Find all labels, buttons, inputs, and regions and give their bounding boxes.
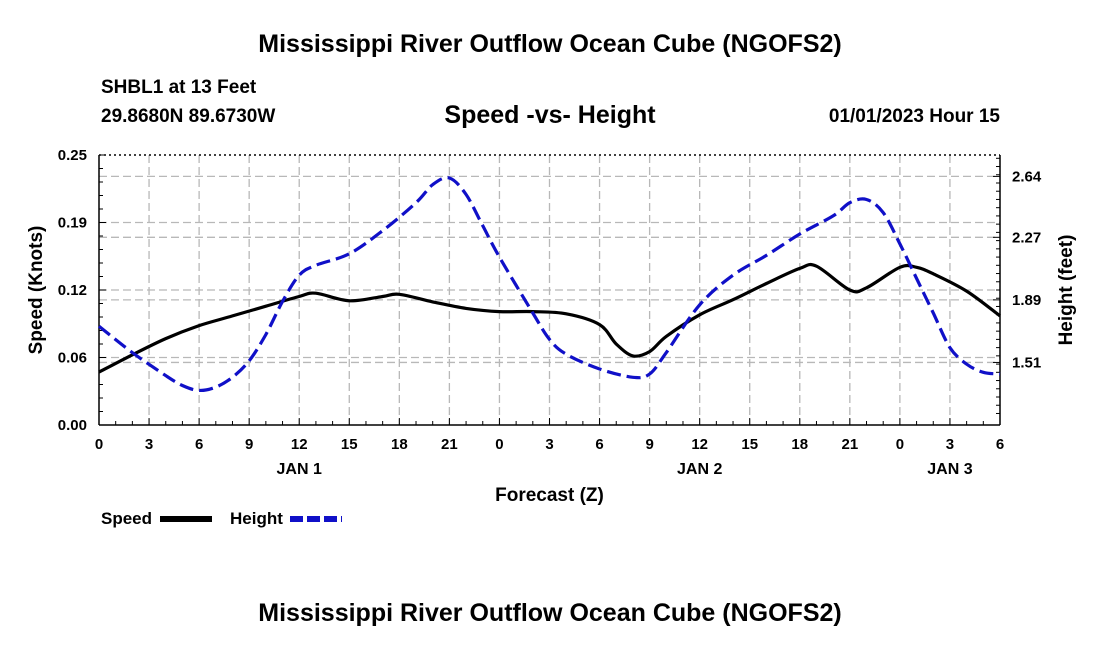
y-left-tick-label: 0.19 [58, 215, 87, 232]
series-line-speed [98, 262, 1001, 374]
day-label: JAN 2 [677, 461, 722, 478]
day-label: JAN 1 [277, 461, 322, 478]
x-tick-label: 9 [645, 436, 653, 453]
x-tick-label: 6 [195, 436, 203, 453]
x-tick-label: 15 [341, 436, 358, 453]
x-tick-label: 0 [95, 436, 103, 453]
y-right-axis-label: Height (feet) [1056, 235, 1077, 346]
x-tick-label: 12 [691, 436, 708, 453]
datetime-label: 01/01/2023 Hour 15 [828, 106, 1000, 127]
x-tick-label: 0 [495, 436, 503, 453]
station-label: SHBL1 at 13 Feet [101, 77, 257, 98]
x-tick-label: 18 [391, 436, 408, 453]
legend-height-label: Height [230, 509, 283, 528]
footer-title: Mississippi River Outflow Ocean Cube (NG… [258, 599, 842, 627]
chart-subtitle: Speed -vs- Height [444, 101, 656, 129]
x-tick-label: 9 [245, 436, 253, 453]
y-left-tick-label: 0.06 [58, 350, 87, 367]
x-tick-label: 12 [291, 436, 308, 453]
series-line-height [98, 176, 1001, 393]
x-tick-label: 3 [545, 436, 553, 453]
x-axis-label: Forecast (Z) [495, 485, 604, 506]
y-left-tick-label: 0.25 [58, 147, 87, 164]
x-tick-label: 0 [896, 436, 904, 453]
x-tick-label: 15 [741, 436, 758, 453]
y-left-tick-label: 0.00 [58, 417, 87, 434]
x-tick-label: 21 [841, 436, 858, 453]
legend-speed-label: Speed [101, 509, 153, 528]
y-right-tick-label: 2.64 [1012, 168, 1042, 185]
x-tick-label: 21 [441, 436, 458, 453]
coordinates-label: 29.8680N 89.6730W [101, 106, 276, 127]
legend-speed-swatch [160, 516, 212, 522]
x-tick-label: 18 [791, 436, 808, 453]
day-label: JAN 3 [927, 461, 972, 478]
legend-height-swatch [290, 516, 342, 522]
y-right-tick-label: 1.89 [1012, 292, 1041, 309]
x-tick-label: 6 [595, 436, 603, 453]
chart-title: Mississippi River Outflow Ocean Cube (NG… [258, 30, 842, 58]
y-left-tick-label: 0.12 [58, 282, 87, 299]
y-right-tick-label: 2.27 [1012, 229, 1041, 246]
x-tick-label: 6 [996, 436, 1004, 453]
x-tick-label: 3 [145, 436, 153, 453]
x-tick-label: 3 [946, 436, 954, 453]
y-left-axis-label: Speed (Knots) [26, 226, 47, 355]
y-right-tick-label: 1.51 [1012, 354, 1041, 371]
